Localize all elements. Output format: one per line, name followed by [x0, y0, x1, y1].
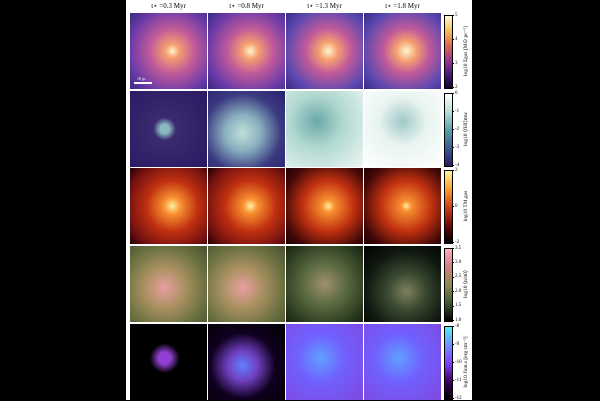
simulation-panel: [364, 324, 441, 400]
colorbar-label: log10 TM,gas: [463, 190, 469, 222]
colorbar-label: log10 ⟨fHI⟩mw: [463, 111, 469, 147]
tick-label: -9: [455, 341, 460, 347]
colorbar-label: log10 ⟨n/n0⟩: [463, 270, 469, 298]
column-title: t⋆ =0.3 Myr: [151, 2, 186, 10]
tick-label: 2.0: [455, 288, 462, 294]
colorbar: [444, 248, 453, 322]
tick-mark: [452, 63, 454, 64]
simulation-panel: [364, 91, 441, 167]
column-title: t⋆ =1.8 Myr: [385, 2, 420, 10]
scale-bar-label: 10 pc: [137, 76, 146, 81]
tick-mark: [452, 320, 454, 321]
simulation-panel: [286, 91, 363, 167]
tick-label: 5: [455, 12, 458, 18]
tick-mark: [452, 147, 454, 148]
tick-label: 2: [455, 167, 458, 173]
simulation-panel: [286, 246, 363, 322]
colorbar-label: log10 Jion,s [erg cm⁻²]: [463, 336, 469, 388]
colorbar-label: log10 Σgas [M⊙ pc⁻²]: [463, 25, 469, 77]
tick-mark: [452, 165, 454, 166]
colorbar: [444, 326, 453, 400]
scale-bar: [134, 82, 152, 84]
tick-label: -4: [455, 162, 460, 168]
simulation-panel: [208, 91, 285, 167]
tick-mark: [452, 87, 454, 88]
tick-label: 2.5: [455, 274, 462, 280]
simulation-panel: [286, 168, 363, 244]
tick-mark: [452, 39, 454, 40]
tick-mark: [452, 398, 454, 399]
figure: t⋆ =0.3 Myr t⋆ =0.8 Myr t⋆ =1.3 Myr t⋆ =1.8…: [126, 0, 472, 401]
tick-label: -2: [455, 239, 460, 245]
tick-label: 4: [455, 36, 458, 42]
tick-mark: [452, 362, 454, 363]
simulation-panel: [364, 13, 441, 89]
tick-mark: [452, 93, 454, 94]
tick-mark: [452, 262, 454, 263]
simulation-panel: [364, 246, 441, 322]
tick-mark: [452, 248, 454, 249]
tick-mark: [452, 326, 454, 327]
tick-label: -1: [455, 108, 460, 114]
tick-label: 2: [455, 84, 458, 90]
tick-mark: [452, 305, 454, 307]
tick-label: -2: [455, 126, 460, 132]
column-title: t⋆ =1.3 Myr: [307, 2, 342, 10]
simulation-panel: [130, 91, 207, 167]
tick-mark: [452, 380, 454, 381]
colorbar: [444, 93, 453, 167]
tick-label: 0: [455, 203, 458, 209]
tick-label: 1.0: [455, 317, 462, 323]
tick-label: 3: [455, 60, 458, 66]
tick-label: -8: [455, 323, 460, 329]
simulation-panel: [130, 13, 207, 89]
tick-mark: [452, 129, 454, 130]
tick-mark: [452, 15, 454, 16]
simulation-panel: [286, 13, 363, 89]
tick-label: 0: [455, 90, 458, 96]
simulation-panel: [208, 246, 285, 322]
simulation-panel: [130, 168, 207, 244]
tick-mark: [452, 344, 454, 345]
tick-mark: [452, 170, 454, 171]
colorbar: [444, 170, 453, 244]
simulation-panel: [208, 168, 285, 244]
simulation-panel: [286, 324, 363, 400]
tick-mark: [452, 206, 454, 207]
simulation-panel: [130, 246, 207, 322]
tick-mark: [452, 111, 454, 112]
simulation-panel: [364, 168, 441, 244]
tick-label: 3.0: [455, 259, 462, 265]
tick-mark: [452, 242, 454, 243]
simulation-panel: [208, 324, 285, 400]
tick-label: -10: [455, 359, 462, 365]
column-title: t⋆ =0.8 Myr: [229, 2, 264, 10]
colorbar: [444, 15, 453, 89]
tick-label: -11: [455, 377, 462, 383]
tick-label: -12: [455, 395, 462, 401]
tick-label: 3.5: [455, 245, 462, 251]
tick-mark: [452, 291, 454, 292]
tick-label: -3: [455, 144, 460, 150]
tick-mark: [452, 276, 454, 278]
simulation-panel: [208, 13, 285, 89]
tick-label: 1.5: [455, 303, 462, 309]
simulation-panel: [130, 324, 207, 400]
